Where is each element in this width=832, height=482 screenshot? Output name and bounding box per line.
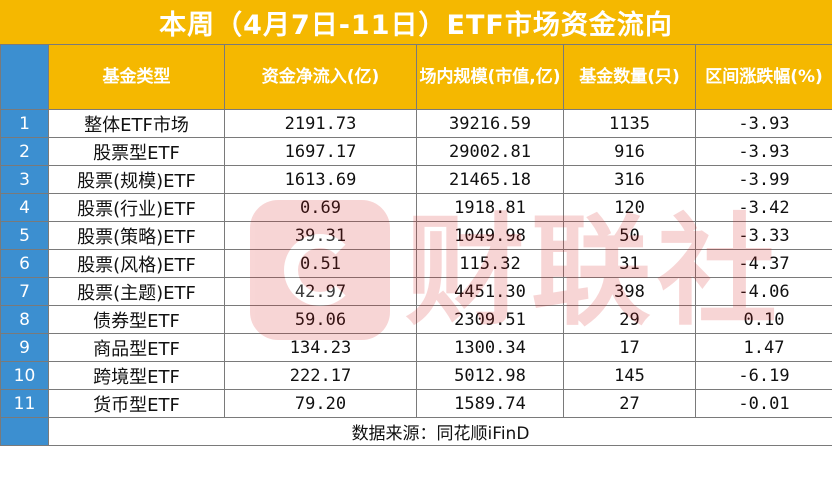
cell-change: -3.42 xyxy=(695,193,832,222)
cell-scale: 29002.81 xyxy=(416,137,564,166)
cell-change: -3.33 xyxy=(695,221,832,250)
cell-change: 0.10 xyxy=(695,305,832,334)
table-row: 6 股票(风格)ETF 0.51 115.32 31 -4.37 xyxy=(0,249,832,278)
cell-net-inflow: 79.20 xyxy=(224,389,417,418)
cell-scale: 115.32 xyxy=(416,249,564,278)
cell-net-inflow: 1613.69 xyxy=(224,165,417,194)
header-net-inflow: 资金净流入(亿) xyxy=(224,44,417,110)
cell-net-inflow: 39.31 xyxy=(224,221,417,250)
header-fund-type: 基金类型 xyxy=(48,44,225,110)
cell-change: -3.99 xyxy=(695,165,832,194)
cell-fund-type: 股票(主题)ETF xyxy=(48,277,225,306)
cell-fund-type: 货币型ETF xyxy=(48,389,225,418)
cell-fund-count: 120 xyxy=(563,193,696,222)
row-index: 10 xyxy=(0,361,49,390)
source-note: 数据来源：同花顺iFinD xyxy=(48,417,832,446)
header-change: 区间涨跌幅(%) xyxy=(695,44,832,110)
cell-scale: 1918.81 xyxy=(416,193,564,222)
cell-net-inflow: 0.51 xyxy=(224,249,417,278)
cell-scale: 5012.98 xyxy=(416,361,564,390)
row-index: 1 xyxy=(0,109,49,138)
row-index: 3 xyxy=(0,165,49,194)
table-row: 5 股票(策略)ETF 39.31 1049.98 50 -3.33 xyxy=(0,221,832,250)
row-index: 5 xyxy=(0,221,49,250)
cell-scale: 1300.34 xyxy=(416,333,564,362)
row-index: 6 xyxy=(0,249,49,278)
cell-fund-count: 17 xyxy=(563,333,696,362)
header-fund-count: 基金数量(只) xyxy=(563,44,696,110)
cell-net-inflow: 2191.73 xyxy=(224,109,417,138)
row-index: 2 xyxy=(0,137,49,166)
row-index: 4 xyxy=(0,193,49,222)
cell-change: -4.37 xyxy=(695,249,832,278)
cell-scale: 21465.18 xyxy=(416,165,564,194)
cell-fund-count: 398 xyxy=(563,277,696,306)
cell-fund-count: 145 xyxy=(563,361,696,390)
table-row: 2 股票型ETF 1697.17 29002.81 916 -3.93 xyxy=(0,137,832,166)
etf-flow-table: 基金类型 资金净流入(亿) 场内规模(市值,亿) 基金数量(只) 区间涨跌幅(%… xyxy=(0,44,832,446)
cell-scale: 2309.51 xyxy=(416,305,564,334)
cell-scale: 4451.30 xyxy=(416,277,564,306)
table-row: 11 货币型ETF 79.20 1589.74 27 -0.01 xyxy=(0,389,832,418)
row-index: 9 xyxy=(0,333,49,362)
cell-net-inflow: 1697.17 xyxy=(224,137,417,166)
row-index: 7 xyxy=(0,277,49,306)
cell-fund-count: 31 xyxy=(563,249,696,278)
source-row: 数据来源：同花顺iFinD xyxy=(0,417,832,446)
cell-change: -4.06 xyxy=(695,277,832,306)
table-row: 1 整体ETF市场 2191.73 39216.59 1135 -3.93 xyxy=(0,109,832,138)
cell-fund-type: 商品型ETF xyxy=(48,333,225,362)
table-row: 8 债券型ETF 59.06 2309.51 29 0.10 xyxy=(0,305,832,334)
cell-change: -0.01 xyxy=(695,389,832,418)
cell-fund-count: 29 xyxy=(563,305,696,334)
table-row: 3 股票(规模)ETF 1613.69 21465.18 316 -3.99 xyxy=(0,165,832,194)
cell-scale: 1049.98 xyxy=(416,221,564,250)
cell-change: -6.19 xyxy=(695,361,832,390)
cell-fund-type: 股票(规模)ETF xyxy=(48,165,225,194)
cell-fund-type: 股票(风格)ETF xyxy=(48,249,225,278)
cell-fund-type: 股票型ETF xyxy=(48,137,225,166)
cell-fund-count: 916 xyxy=(563,137,696,166)
cell-change: -3.93 xyxy=(695,137,832,166)
table-row: 10 跨境型ETF 222.17 5012.98 145 -6.19 xyxy=(0,361,832,390)
cell-change: -3.93 xyxy=(695,109,832,138)
header-row: 基金类型 资金净流入(亿) 场内规模(市值,亿) 基金数量(只) 区间涨跌幅(%… xyxy=(0,44,832,110)
cell-fund-type: 跨境型ETF xyxy=(48,361,225,390)
table-row: 4 股票(行业)ETF 0.69 1918.81 120 -3.42 xyxy=(0,193,832,222)
row-index: 8 xyxy=(0,305,49,334)
header-scale: 场内规模(市值,亿) xyxy=(416,44,564,110)
header-index xyxy=(0,44,49,110)
row-index: 11 xyxy=(0,389,49,418)
page-title: 本周（4月7日-11日）ETF市场资金流向 xyxy=(0,0,832,44)
row-index xyxy=(0,417,49,446)
cell-fund-type: 股票(行业)ETF xyxy=(48,193,225,222)
cell-fund-type: 债券型ETF xyxy=(48,305,225,334)
cell-net-inflow: 42.97 xyxy=(224,277,417,306)
cell-net-inflow: 59.06 xyxy=(224,305,417,334)
cell-fund-type: 整体ETF市场 xyxy=(48,109,225,138)
cell-net-inflow: 222.17 xyxy=(224,361,417,390)
cell-change: 1.47 xyxy=(695,333,832,362)
cell-net-inflow: 0.69 xyxy=(224,193,417,222)
cell-fund-count: 27 xyxy=(563,389,696,418)
cell-scale: 1589.74 xyxy=(416,389,564,418)
cell-fund-type: 股票(策略)ETF xyxy=(48,221,225,250)
cell-fund-count: 50 xyxy=(563,221,696,250)
cell-scale: 39216.59 xyxy=(416,109,564,138)
cell-net-inflow: 134.23 xyxy=(224,333,417,362)
table-row: 7 股票(主题)ETF 42.97 4451.30 398 -4.06 xyxy=(0,277,832,306)
cell-fund-count: 1135 xyxy=(563,109,696,138)
table-row: 9 商品型ETF 134.23 1300.34 17 1.47 xyxy=(0,333,832,362)
cell-fund-count: 316 xyxy=(563,165,696,194)
